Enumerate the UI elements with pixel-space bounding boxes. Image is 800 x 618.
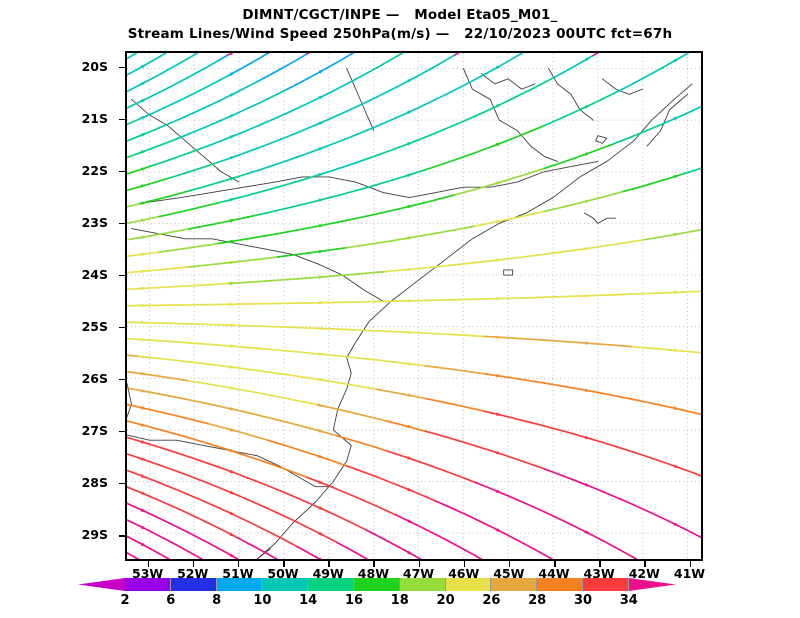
xtick-mark (508, 561, 511, 567)
colorbar-band (216, 578, 263, 591)
colorbar-tick-label: 30 (573, 593, 593, 608)
xtick-label: 43W (583, 566, 615, 581)
ytick-label: 21S (81, 110, 108, 126)
colorbar: 2 6 8 10 14 16 18 20 26 28 30 34 (0, 578, 800, 618)
xtick-mark (418, 561, 420, 567)
ytick-label: 22S (81, 162, 108, 178)
colorbar-tick-label: 8 (212, 593, 222, 608)
xtick-mark (599, 561, 601, 567)
ytick-label: 28S (81, 474, 108, 490)
colorbar-tick-label: 6 (166, 593, 176, 608)
xtick-label: 49W (312, 566, 344, 581)
streamlines-layer (127, 53, 701, 559)
colorbar-band (537, 578, 583, 591)
xtick-label: 50W (267, 566, 299, 581)
xtick-mark (147, 561, 150, 567)
colorbar-high-cap (628, 578, 676, 591)
xtick-label: 46W (448, 566, 480, 581)
ytick-mark (119, 222, 125, 225)
xtick-mark (192, 561, 195, 567)
colorbar-tick-label: 28 (528, 593, 547, 608)
xtick-label: 48W (357, 566, 389, 581)
xtick-mark (689, 561, 691, 567)
colorbar-band (491, 578, 538, 591)
xtick-mark (373, 561, 375, 567)
colorbar-band (125, 578, 171, 591)
xtick-mark (237, 561, 240, 567)
colorbar-tick-label: 16 (344, 593, 364, 608)
xtick-label: 47W (402, 566, 435, 581)
chart-title-block: DIMNT/CGCT/INPE — Model Eta05_M01_ Strea… (0, 6, 800, 44)
ytick-mark (119, 535, 125, 537)
xtick-label: 41W (673, 566, 706, 581)
colorbar-band (308, 578, 354, 591)
colorbar-tick-label: 26 (482, 593, 501, 608)
ytick-mark (119, 170, 125, 173)
map-plot-area (125, 51, 703, 561)
ytick-mark (119, 430, 125, 433)
colorbar-band (445, 578, 492, 591)
colorbar-band (262, 578, 309, 591)
ytick-label: 25S (81, 318, 108, 334)
xtick-label: 45W (493, 566, 525, 581)
coastline-map (127, 68, 693, 559)
xtick-mark (463, 561, 466, 567)
ytick-mark (119, 274, 125, 277)
ytick-label: 26S (81, 370, 108, 386)
colorbar-tick-label: 18 (390, 593, 409, 608)
colorbar-band (583, 578, 629, 591)
colorbar-tick-label: 10 (253, 593, 272, 608)
gridlines (127, 53, 701, 559)
xtick-mark (328, 561, 330, 567)
ytick-mark (119, 378, 125, 381)
xtick-label: 51W (222, 566, 254, 581)
ytick-label: 27S (81, 422, 108, 438)
ytick-mark (119, 326, 125, 329)
colorbar-band (399, 578, 446, 591)
xtick-label: 53W (132, 566, 164, 581)
title-line-2: Stream Lines/Wind Speed 250hPa(m/s) — 22… (127, 26, 673, 42)
ytick-mark (119, 66, 125, 69)
colorbar-tick-label: 34 (619, 593, 638, 608)
xtick-mark (554, 561, 556, 567)
xtick-label: 42W (628, 566, 660, 581)
colorbar-band (170, 578, 217, 591)
colorbar-low-cap (78, 578, 125, 591)
ytick-mark (119, 118, 125, 121)
xtick-mark (644, 561, 646, 567)
xtick-mark (283, 561, 285, 567)
colorbar-tick-label: 2 (120, 593, 130, 608)
title-line-1: DIMNT/CGCT/INPE — Model Eta05_M01_ (242, 7, 558, 23)
xtick-label: 52W (177, 566, 209, 581)
ytick-label: 29S (81, 527, 108, 542)
ytick-label: 20S (81, 58, 108, 74)
colorbar-tick-label: 14 (299, 593, 318, 608)
ytick-mark (119, 482, 125, 485)
xtick-label: 44W (538, 566, 570, 581)
ytick-label: 23S (81, 214, 108, 230)
ytick-label: 24S (81, 266, 108, 282)
colorbar-tick-label: 20 (436, 593, 455, 608)
colorbar-band (354, 578, 400, 591)
